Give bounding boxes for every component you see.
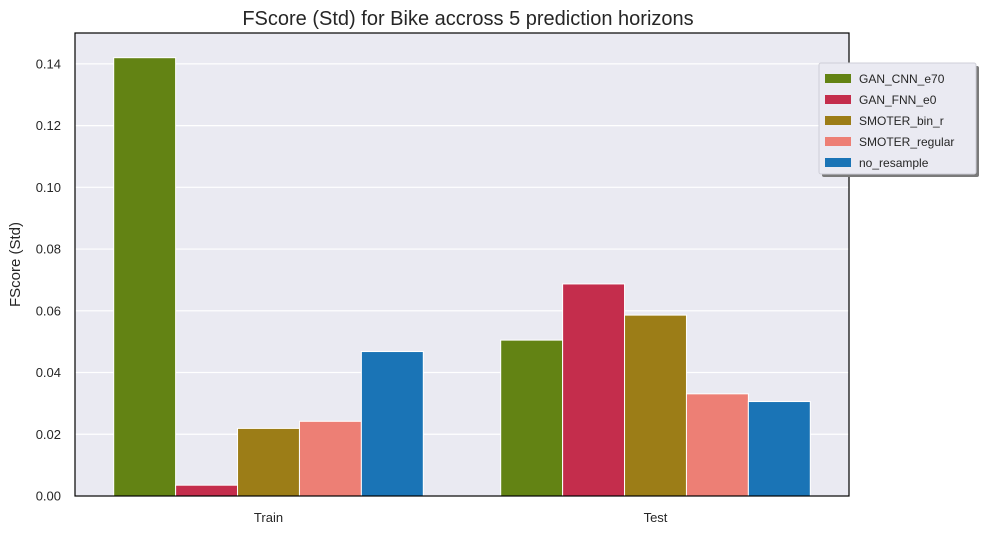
- y-tick-label: 0.14: [36, 56, 61, 71]
- legend-box: [818, 62, 977, 175]
- y-tick-labels: 0.00 0.02 0.04 0.06 0.08 0.10 0.12 0.14: [36, 56, 61, 503]
- legend: GAN_CNN_e70 GAN_FNN_e0 SMOTER_bin_r SMOTER_…: [818, 62, 979, 177]
- legend-swatch-gan-cnn-e70: [825, 74, 851, 83]
- bar-smoter-regular-train: [298, 420, 362, 497]
- chart-title: FScore (Std) for Bike accross 5 predicti…: [242, 8, 693, 30]
- bar-smoter-bin-r-test: [624, 314, 687, 497]
- x-tick-label-train: Train: [254, 510, 283, 525]
- plot-frame: [74, 32, 850, 497]
- legend-swatch-gan-fnn-e0: [825, 95, 851, 104]
- bar-gan-fnn-e0-train: [175, 484, 239, 497]
- y-tick-label: 0.04: [36, 365, 61, 380]
- legend-swatch-smoter-regular: [825, 137, 851, 146]
- bar-smoter-bin-r-train: [237, 427, 300, 497]
- legend-label-gan-fnn-e0: GAN_FNN_e0: [859, 93, 937, 107]
- bar-no-resample-test: [747, 401, 811, 497]
- y-tick-label: 0.12: [36, 118, 61, 133]
- y-tick-label: 0.00: [36, 489, 61, 504]
- legend-swatch-no-resample: [825, 158, 851, 167]
- y-tick-label: 0.08: [36, 242, 61, 257]
- x-tick-labels: Train Test: [254, 510, 668, 525]
- y-tick-label: 0.06: [36, 303, 61, 318]
- x-tick-label-test: Test: [644, 510, 668, 525]
- bar-no-resample-train: [360, 351, 424, 497]
- legend-label-no-resample: no_resample: [859, 156, 929, 170]
- bar-gan-cnn-e70-test: [500, 339, 564, 497]
- legend-label-smoter-bin-r: SMOTER_bin_r: [859, 114, 944, 128]
- y-axis-label: FScore (Std): [7, 222, 24, 307]
- y-tick-label: 0.10: [36, 180, 61, 195]
- bars: [113, 57, 811, 497]
- bar-gan-fnn-e0-test: [562, 283, 626, 497]
- legend-label-gan-cnn-e70: GAN_CNN_e70: [859, 72, 945, 86]
- y-tick-label: 0.02: [36, 427, 61, 442]
- bar-smoter-regular-test: [685, 393, 749, 497]
- legend-swatch-smoter-bin-r: [825, 116, 851, 125]
- legend-label-smoter-regular: SMOTER_regular: [859, 135, 954, 149]
- bar-gan-cnn-e70-train: [113, 57, 177, 497]
